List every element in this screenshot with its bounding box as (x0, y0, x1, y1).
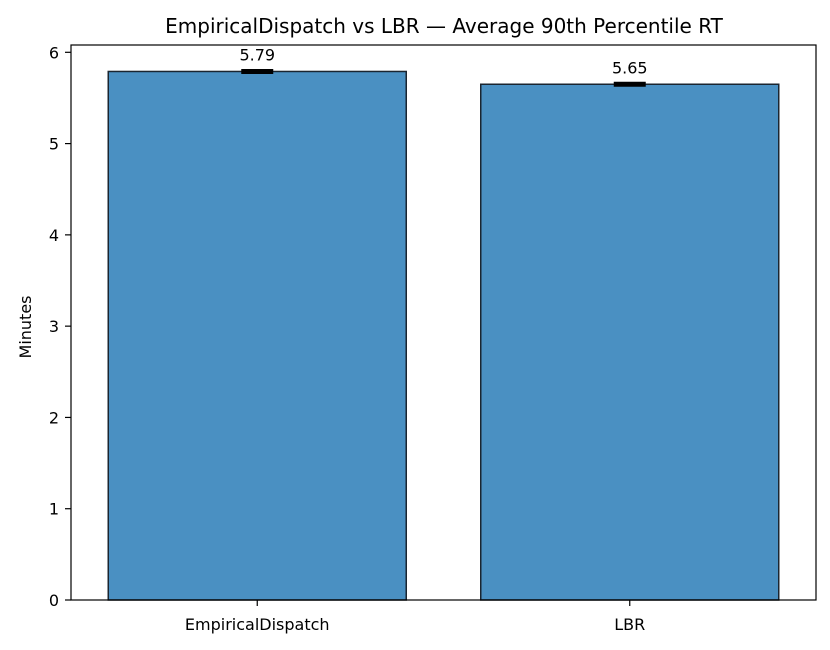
y-axis-label: Minutes (16, 296, 35, 359)
plot-area: 5.79 EmpiricalDispatch 5.65 LBR 0 1 2 3 4 5 6 (49, 43, 817, 634)
y-tick-label: 4 (49, 226, 59, 245)
x-tick-label: EmpiricalDispatch (185, 615, 330, 634)
y-tick-label: 0 (49, 591, 59, 610)
data-label: 5.65 (612, 58, 648, 77)
y-tick-label: 2 (49, 408, 59, 427)
y-tick-label: 1 (49, 500, 59, 519)
plot-frame (70, 44, 817, 601)
data-label: 5.79 (239, 45, 275, 64)
y-tick-label: 6 (49, 43, 59, 62)
x-tick-label: LBR (614, 615, 645, 634)
y-tick-label: 5 (49, 135, 59, 154)
bar (480, 83, 780, 601)
y-tick-label: 3 (49, 317, 59, 336)
chart-title: EmpiricalDispatch vs LBR — Average 90th … (165, 14, 724, 38)
bar (107, 70, 407, 601)
